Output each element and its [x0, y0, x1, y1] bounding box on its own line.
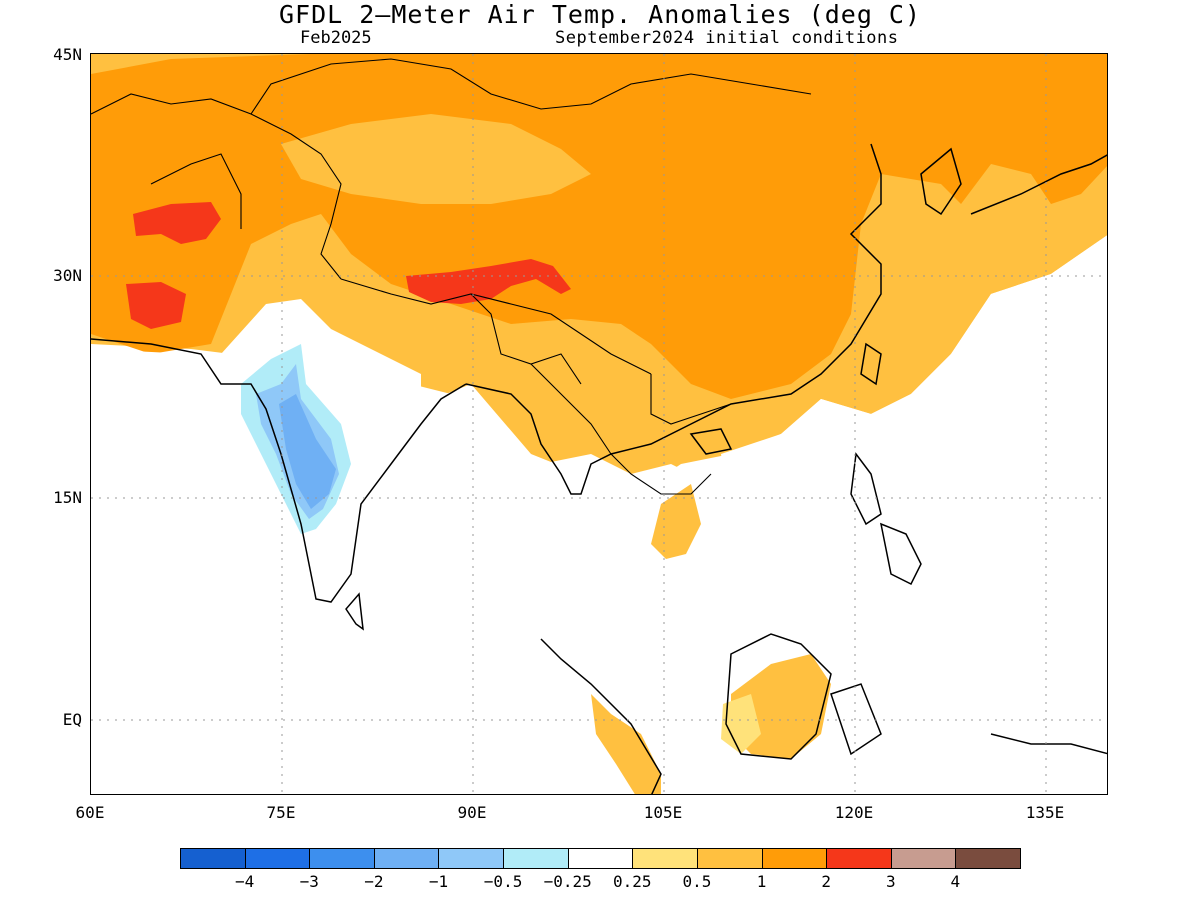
map-svg: [91, 54, 1107, 794]
gridlines: [91, 54, 1107, 794]
colorbar-swatch: [503, 848, 569, 869]
colorbar-label: −1: [428, 872, 449, 891]
colorbar-label: −0.25: [543, 872, 592, 891]
colorbar-swatch: [761, 848, 828, 869]
lat-label-15n: 15N: [53, 488, 82, 507]
colorbar-label: 0.25: [613, 872, 652, 891]
anomaly-area-tibet-hot: [406, 259, 571, 304]
lon-label-75e: 75E: [266, 803, 296, 822]
colorbar-swatch: [180, 848, 246, 869]
colorbar-label: −2: [364, 872, 384, 891]
colorbar-swatch: [632, 848, 698, 869]
lon-label-60e: 60E: [75, 803, 105, 822]
colorbar-label: 4: [950, 872, 961, 891]
lat-label-45n: 45N: [53, 45, 82, 64]
forecast-month: Feb2025: [300, 28, 372, 48]
colorbar-label: 2: [821, 872, 831, 891]
colorbar-swatch: [696, 848, 763, 869]
colorbar-swatch: [567, 848, 634, 869]
colorbar-swatch: [244, 848, 311, 869]
colorbar-swatch: [438, 848, 505, 869]
lat-label-eq: EQ: [62, 710, 82, 729]
colorbar-label: −4: [234, 872, 255, 891]
lon-label-120e: 120E: [834, 803, 874, 822]
anomaly-area-iran-hot: [126, 282, 186, 329]
anomaly-area-india-cold: [279, 394, 336, 509]
coastlines: [91, 143, 1107, 794]
colorbar-label: 3: [885, 872, 896, 891]
chart-title: GFDL 2—Meter Air Temp. Anomalies (deg C): [278, 0, 922, 29]
lon-label-105e: 105E: [643, 803, 683, 822]
colorbar-swatch: [890, 848, 957, 869]
colorbar-swatch: [826, 848, 892, 869]
lon-label-135e: 135E: [1025, 803, 1065, 822]
colorbar-label: −0.5: [483, 872, 523, 891]
colorbar-swatch: [955, 848, 1021, 869]
anomaly-area-afghan-hot: [133, 202, 221, 244]
anomaly-area-borneo-light: [721, 694, 761, 754]
colorbar-swatch: [309, 848, 375, 869]
lon-label-90e: 90E: [457, 803, 487, 822]
colorbar-label: 1: [756, 872, 767, 891]
colorbar-label: 0.5: [682, 872, 712, 891]
anomaly-area-tibet-warm-1: [281, 114, 591, 204]
ocean-south: [91, 349, 561, 794]
colorbar-label: −3: [299, 872, 319, 891]
country-borders: [91, 58, 812, 495]
anomaly-map: [90, 53, 1108, 795]
colorbar-swatch: [373, 848, 440, 869]
lat-label-30n: 30N: [53, 266, 82, 285]
ocean-east: [522, 235, 1107, 794]
anomaly-area-sumatra: [591, 694, 661, 794]
initial-conditions: September2024 initial conditions: [555, 28, 899, 48]
